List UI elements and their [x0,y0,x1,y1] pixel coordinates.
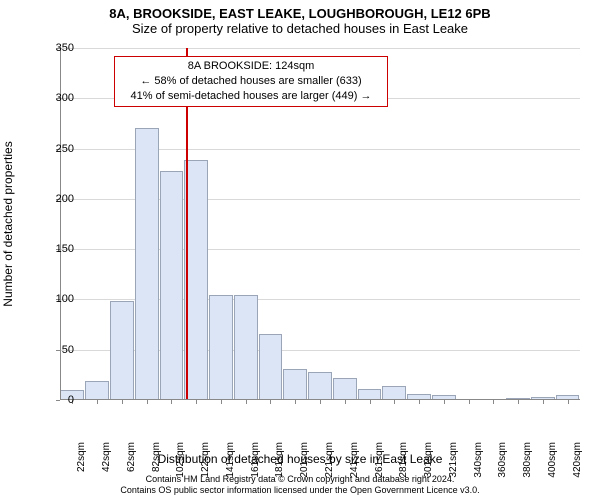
footer-attribution: Contains HM Land Registry data © Crown c… [0,474,600,496]
x-tick-mark [469,400,470,404]
x-tick-label: 141sqm [225,442,236,478]
x-tick-mark [543,400,544,404]
x-tick-mark [370,400,371,404]
histogram-chart: 8A BROOKSIDE: 124sqm← 58% of detached ho… [60,48,580,400]
x-tick-label: 161sqm [250,442,261,478]
x-tick-label: 340sqm [473,442,484,478]
x-tick-mark [147,400,148,404]
histogram-bar [283,369,307,400]
histogram-bar [160,171,184,400]
x-tick-mark [295,400,296,404]
histogram-bar [209,295,233,400]
x-tick-label: 380sqm [522,442,533,478]
histogram-bar [259,334,283,400]
x-tick-label: 400sqm [547,442,558,478]
y-tick-label: 150 [44,243,74,255]
x-tick-mark [518,400,519,404]
x-tick-label: 102sqm [175,442,186,478]
x-tick-label: 321sqm [448,442,459,478]
x-tick-mark [270,400,271,404]
x-tick-label: 22sqm [76,442,87,472]
x-axis-line [60,399,580,400]
x-tick-mark [444,400,445,404]
x-tick-mark [320,400,321,404]
y-tick-label: 50 [44,344,74,356]
y-tick-label: 300 [44,92,74,104]
y-tick-label: 250 [44,143,74,155]
x-tick-mark [419,400,420,404]
page-title: 8A, BROOKSIDE, EAST LEAKE, LOUGHBOROUGH,… [0,0,600,21]
x-tick-label: 360sqm [497,442,508,478]
x-tick-label: 261sqm [374,442,385,478]
gridline [60,48,580,49]
x-tick-label: 82sqm [151,442,162,472]
histogram-bar [135,128,159,400]
x-tick-mark [394,400,395,404]
x-tick-label: 62sqm [126,442,137,472]
histogram-bar [382,386,406,400]
x-tick-mark [493,400,494,404]
x-tick-mark [221,400,222,404]
y-axis-label: Number of detached properties [1,141,15,306]
x-tick-label: 420sqm [572,442,583,478]
x-tick-mark [345,400,346,404]
y-tick-label: 0 [44,394,74,406]
x-tick-label: 221sqm [324,442,335,478]
callout-line: ← 58% of detached houses are smaller (63… [121,74,381,89]
x-tick-mark [196,400,197,404]
histogram-bar [234,295,258,400]
x-tick-mark [171,400,172,404]
x-tick-label: 281sqm [398,442,409,478]
y-tick-label: 350 [44,42,74,54]
histogram-bar [308,372,332,400]
x-tick-mark [97,400,98,404]
x-tick-label: 201sqm [299,442,310,478]
property-callout: 8A BROOKSIDE: 124sqm← 58% of detached ho… [114,56,388,107]
histogram-bar [333,378,357,400]
callout-line: 41% of semi-detached houses are larger (… [121,89,381,104]
x-tick-mark [122,400,123,404]
x-tick-mark [246,400,247,404]
x-tick-label: 181sqm [274,442,285,478]
footer-line-2: Contains OS public sector information li… [0,485,600,496]
callout-line: 8A BROOKSIDE: 124sqm [121,59,381,74]
x-tick-mark [568,400,569,404]
x-tick-label: 301sqm [423,442,434,478]
x-tick-label: 122sqm [200,442,211,478]
histogram-bar [85,381,109,400]
x-tick-label: 241sqm [349,442,360,478]
y-tick-label: 100 [44,293,74,305]
x-tick-label: 42sqm [101,442,112,472]
y-tick-label: 200 [44,193,74,205]
page-subtitle: Size of property relative to detached ho… [0,21,600,40]
histogram-bar [110,301,134,400]
